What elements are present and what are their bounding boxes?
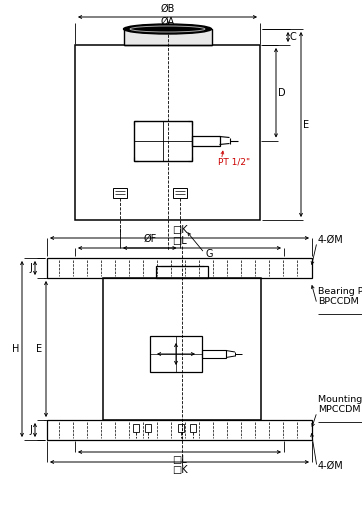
Bar [156,266,208,278]
Text: Bearing Plate: Bearing Plate [318,287,362,296]
Text: Mounting Plate: Mounting Plate [318,395,362,404]
Text: D: D [278,88,286,98]
Text: G: G [206,249,213,259]
Bar [47,258,312,278]
Text: E: E [36,344,42,354]
Bar [173,188,186,198]
Text: □K: □K [172,465,187,475]
Bar [47,420,312,440]
Bar [150,336,202,372]
Text: MPCCDM: MPCCDM [318,405,361,414]
Text: □L: □L [172,455,187,465]
Bar [75,45,260,220]
Text: H: H [12,344,19,354]
Bar [191,136,219,146]
Bar [202,350,226,358]
Text: E: E [303,119,309,129]
Text: C: C [290,32,297,42]
Text: 4-ØM: 4-ØM [318,235,344,245]
Text: ØA: ØA [160,17,174,27]
Text: ØF: ØF [143,234,156,244]
Text: J: J [29,263,32,273]
Bar [113,188,127,198]
Text: BPCCDM: BPCCDM [318,297,359,306]
Text: □L: □L [172,236,187,246]
Ellipse shape [123,24,211,34]
Bar [134,120,191,161]
Text: □K: □K [172,225,187,235]
Text: J: J [29,425,32,435]
Bar [133,424,139,432]
Bar [103,278,261,420]
Text: 4-ØM: 4-ØM [318,461,344,471]
Bar [123,29,211,45]
Text: ØB: ØB [160,4,175,14]
Text: PT 1/2": PT 1/2" [218,157,250,166]
Bar [178,424,184,432]
Bar [190,424,196,432]
Bar [145,424,151,432]
